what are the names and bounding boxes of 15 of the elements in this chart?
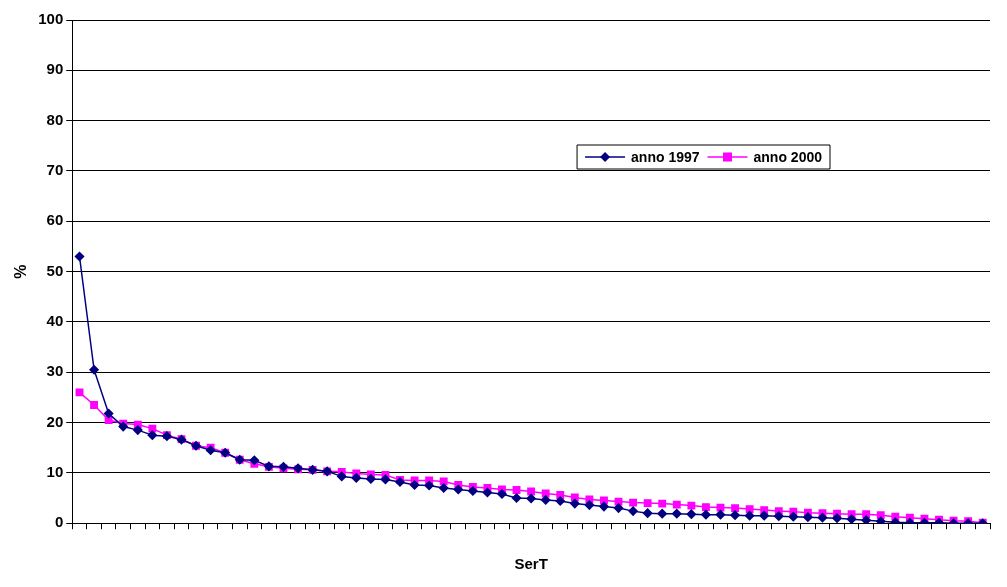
y-tick-label: 60 — [46, 211, 64, 229]
x-axis-title: SerT — [514, 555, 548, 573]
y-tick-label: 90 — [46, 60, 64, 78]
y-tick-label: 0 — [54, 513, 64, 531]
y-tick-label: 20 — [46, 412, 64, 430]
y-axis-title: % — [12, 264, 30, 279]
y-tick-label: 80 — [46, 110, 64, 128]
y-tick-label: 30 — [46, 362, 64, 380]
legend-label: anno 2000 — [753, 148, 823, 165]
y-tick-label: 50 — [46, 261, 64, 279]
y-tick-label: 100 — [38, 10, 64, 28]
y-tick-label: 40 — [46, 312, 64, 330]
y-tick-label: 70 — [46, 161, 64, 179]
y-tick-label: 10 — [46, 463, 64, 481]
legend-label: anno 1997 — [631, 148, 700, 165]
